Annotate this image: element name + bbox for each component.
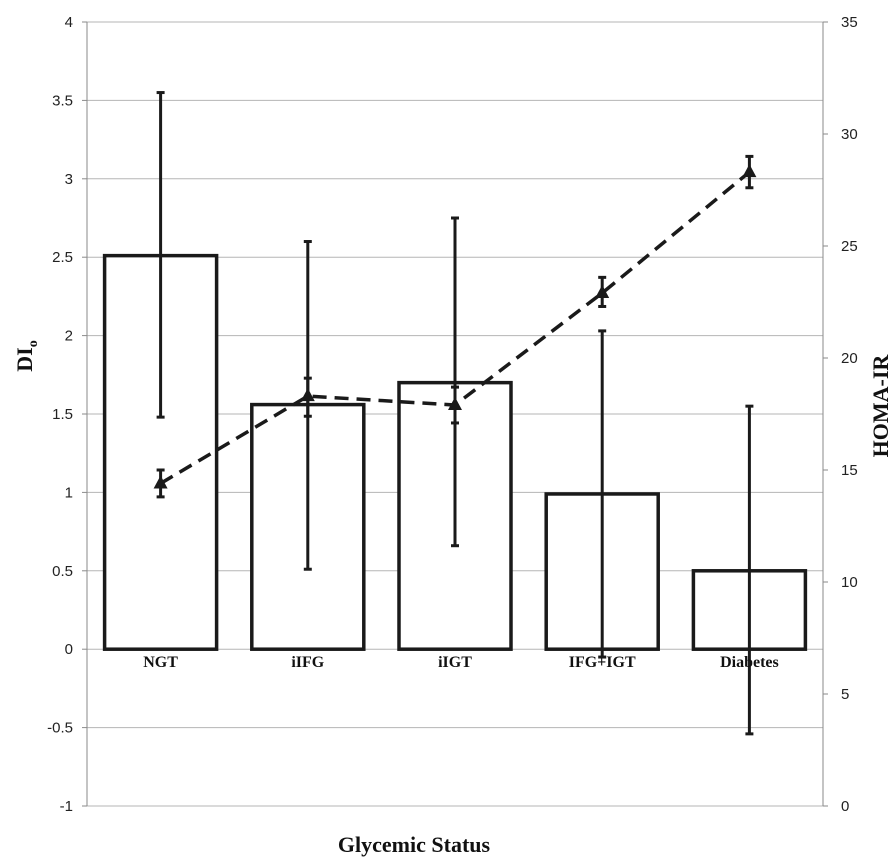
right-tick-label: 25 — [841, 238, 858, 255]
right-tick-label: 15 — [841, 462, 858, 479]
line-marker — [448, 397, 462, 411]
homa-ir-series — [153, 154, 757, 499]
category-label: NGT — [143, 654, 178, 671]
bar-error-bars — [156, 91, 754, 736]
left-tick-label: -1 — [60, 798, 73, 815]
x-axis-title: Glycemic Status — [338, 832, 491, 857]
category-labels: NGT iIFG iIGT IFG+IGT Diabetes — [143, 654, 778, 671]
left-axis-title-subscript: o — [26, 340, 41, 347]
right-tick-label: 0 — [841, 798, 849, 815]
category-label: Diabetes — [720, 654, 779, 671]
left-tick-label: 0 — [65, 641, 73, 658]
line-marker — [595, 285, 610, 299]
left-tick-label: 3 — [65, 171, 73, 188]
left-axis-title-main: DI — [12, 347, 37, 371]
category-label: IFG+IGT — [569, 654, 636, 671]
left-tick-label: 1.5 — [52, 406, 73, 423]
left-tick-label: -0.5 — [47, 720, 73, 737]
category-label: iIFG — [291, 654, 324, 671]
left-tick-label: 3.5 — [52, 92, 73, 109]
left-tick-label: 0.5 — [52, 563, 73, 580]
right-axis-title: HOMA-IR — [868, 354, 893, 458]
category-label: iIGT — [438, 654, 472, 671]
right-tick-labels: 0 5 10 15 20 25 30 35 — [841, 14, 858, 815]
right-axis-title-text: HOMA-IR — [868, 354, 893, 458]
right-tick-label: 30 — [841, 126, 858, 143]
svg-text:DIo: DIo — [12, 340, 41, 371]
line-marker — [300, 388, 315, 402]
right-tick-label: 10 — [841, 574, 858, 591]
left-tick-label: 1 — [65, 484, 73, 501]
line-marker — [153, 475, 168, 489]
axes — [82, 21, 828, 807]
right-tick-label: 5 — [841, 686, 849, 703]
left-tick-label: 2.5 — [52, 249, 73, 266]
left-tick-label: 4 — [65, 14, 73, 31]
line-marker — [742, 164, 757, 178]
right-tick-label: 35 — [841, 14, 858, 31]
left-tick-label: 2 — [65, 328, 73, 345]
left-tick-labels: -1 -0.5 0 0.5 1 1.5 2 2.5 3 3.5 4 — [47, 14, 73, 815]
right-tick-label: 20 — [841, 350, 858, 367]
left-axis-title: DIo — [12, 340, 41, 371]
